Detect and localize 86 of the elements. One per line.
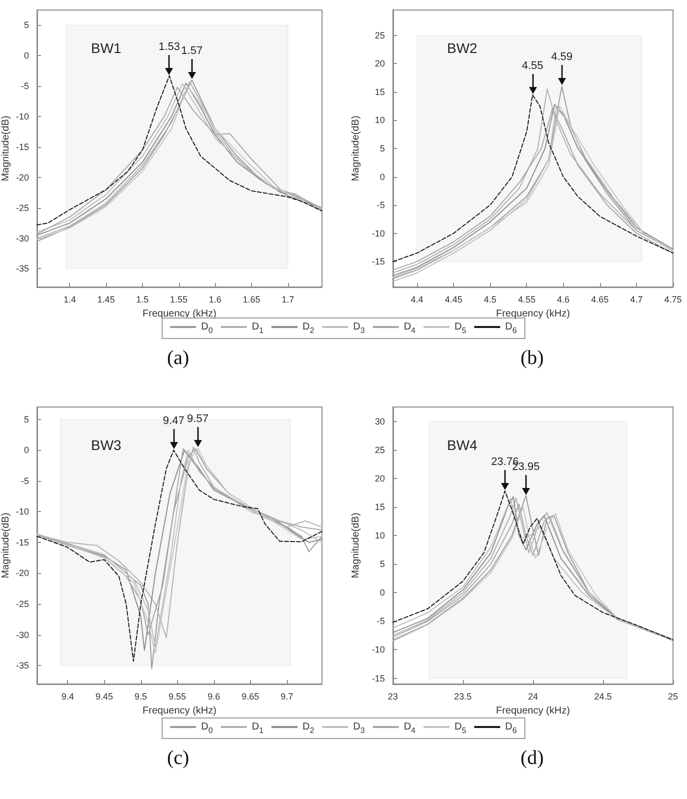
annotation: 9.47 [162,415,184,428]
text: (a) [167,347,190,369]
x-tick-label: 1.7 [282,294,294,304]
y-tick-label: -10 [372,228,385,238]
x-axis-title: Frequency (kHz) [142,705,216,716]
y-tick-label: -10 [372,644,385,655]
x-tick-label: 4.4 [410,294,424,304]
x-tick-label: 4.6 [557,294,570,304]
text: BW2 [447,40,478,56]
y-axis-title: Magnitude(dB) [0,512,12,578]
y-tick-label: 20 [374,473,385,484]
x-tick-label: 9.65 [242,692,260,702]
y-tick-label: -5 [376,200,385,210]
y-tick-label: 10 [374,115,385,126]
y-tick-label: 5 [24,414,29,424]
y-tick-label: 15 [374,86,385,97]
text: BW3 [91,437,122,453]
y-tick-label: 0 [380,588,385,598]
y-axis-title: Magnitude(dB) [350,116,362,182]
y-tick-label: -30 [16,630,29,640]
y-tick-label: -15 [372,256,385,267]
x-tick-label: 4.75 [664,294,682,304]
y-tick-label: 30 [374,416,385,426]
x-tick-label: 4.5 [484,294,496,304]
x-tick-label: 4.65 [591,294,609,304]
x-tick-label: 9.6 [208,692,220,702]
annotation: 4.55 [522,60,544,72]
x-tick-label: 23 [388,692,398,702]
annotation: 9.57 [187,413,208,426]
annotation: 1.57 [181,45,203,57]
text: BW4 [447,437,478,453]
x-tick-label: 1.45 [97,294,115,304]
y-tick-label: 0 [24,50,29,61]
y-tick-label: -25 [16,598,29,609]
annotation: 1.53 [158,40,180,53]
y-tick-label: 5 [380,559,385,570]
y-tick-label: -15 [16,142,29,152]
text: (c) [167,747,190,769]
x-tick-label: 9.4 [61,692,74,702]
x-tick-label: 1.65 [242,294,260,304]
x-axis-title: Frequency (kHz) [142,308,216,320]
y-tick-label: -15 [16,537,29,548]
y-tick-label: -10 [16,506,29,517]
y-tick-label: -5 [20,81,29,92]
x-tick-label: 25 [668,692,678,702]
y-tick-label: -30 [16,233,29,244]
y-tick-label: -35 [16,264,29,274]
y-tick-label: -25 [16,202,29,213]
x-tick-label: 1.4 [63,294,76,304]
y-tick-label: 25 [374,444,385,455]
text: (d) [520,747,544,769]
y-tick-label: 10 [374,530,385,541]
x-tick-label: 1.5 [136,294,149,304]
x-axis-title: Frequency (kHz) [496,705,570,716]
y-tick-label: -20 [16,172,29,182]
y-tick-label: 0 [380,172,385,182]
y-tick-label: 25 [374,30,385,40]
y-axis-title: Magnitude(dB) [350,512,362,578]
y-tick-label: -20 [16,568,29,578]
y-tick-label: 15 [374,502,385,512]
y-tick-label: -35 [16,660,29,671]
y-tick-label: 0 [24,445,29,456]
x-tick-label: 23.5 [454,692,472,702]
x-tick-label: 9.5 [134,692,148,702]
x-tick-label: 4.55 [518,294,536,304]
x-tick-label: 24.5 [594,692,612,702]
y-tick-label: -15 [372,673,385,684]
x-tick-label: 1.6 [208,294,222,304]
annotation: 4.59 [551,51,573,64]
x-tick-label: 9.7 [280,692,294,702]
y-tick-label: -10 [16,112,29,122]
x-tick-label: 4.45 [444,294,462,304]
y-tick-label: 5 [24,20,29,30]
text: BW1 [91,40,122,56]
y-tick-label: 20 [374,58,385,69]
x-tick-label: 24 [528,692,538,702]
x-tick-label: 9.45 [95,692,113,702]
y-tick-label: -5 [20,476,29,486]
x-tick-label: 1.55 [170,294,188,304]
x-tick-label: 4.7 [630,294,643,304]
y-tick-label: 5 [380,144,385,154]
text: (b) [520,347,544,369]
y-tick-label: -5 [376,616,385,626]
x-axis-title: Frequency (kHz) [496,308,570,320]
x-tick-label: 9.55 [168,692,186,702]
y-axis-title: Magnitude(dB) [0,116,12,182]
